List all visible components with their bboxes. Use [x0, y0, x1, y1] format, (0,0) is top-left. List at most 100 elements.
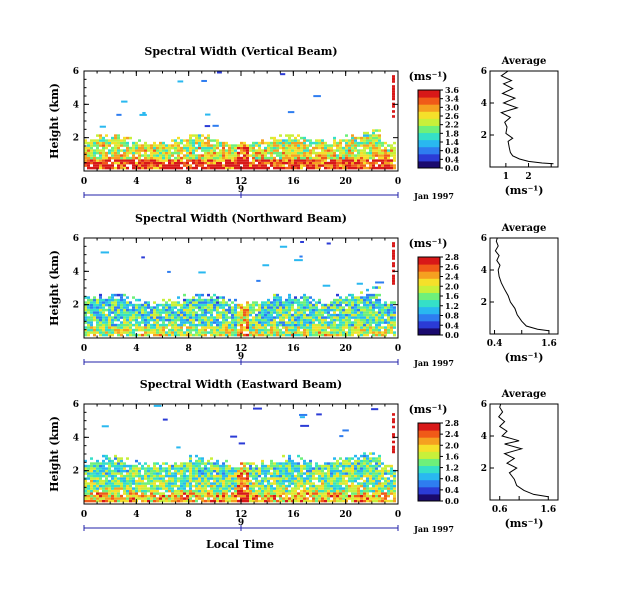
y-axis-label: Height (km) — [48, 250, 61, 326]
heatmap-cell — [369, 296, 372, 299]
heatmap-cell — [111, 459, 114, 463]
heatmap-cell — [363, 166, 366, 170]
heatmap-cell — [117, 159, 120, 162]
heatmap-cell — [162, 303, 165, 307]
heatmap-cell — [378, 146, 381, 150]
heatmap-cell — [246, 494, 249, 498]
heatmap-cell — [120, 144, 123, 147]
colorbar-segment — [418, 458, 440, 467]
heatmap-cell — [282, 303, 285, 307]
heatmap-cell — [195, 499, 198, 503]
heatmap-cell — [222, 482, 225, 485]
heatmap-cell — [195, 328, 198, 332]
heatmap-cell — [375, 328, 378, 332]
heatmap-cell — [336, 472, 339, 475]
heatmap-cell — [234, 492, 237, 495]
heatmap-cell — [207, 459, 210, 463]
heatmap-cell — [150, 323, 153, 327]
heatmap-cell — [225, 494, 228, 498]
heatmap-cell — [306, 474, 309, 478]
heatmap-cell — [354, 154, 357, 157]
heatmap-cell — [126, 136, 129, 140]
heatmap-cell — [270, 472, 273, 475]
heatmap-cell — [339, 316, 342, 319]
heatmap-cell — [99, 293, 102, 297]
heatmap-cell — [285, 331, 288, 334]
heatmap-cell — [96, 464, 99, 468]
heatmap-cell — [330, 161, 333, 165]
heatmap-cell — [294, 146, 297, 150]
heatmap-cell — [141, 159, 144, 162]
heatmap-cell — [165, 323, 168, 327]
heatmap-cell — [267, 161, 270, 165]
heatmap-cell — [285, 146, 288, 150]
heatmap-cell — [393, 164, 396, 167]
heatmap-cell — [144, 331, 147, 334]
heatmap-cell — [264, 331, 267, 334]
heatmap-cell — [204, 499, 207, 503]
heatmap-cell — [174, 303, 177, 307]
heatmap-cell — [228, 499, 231, 503]
heatmap-cell — [375, 459, 378, 463]
heatmap-cell — [363, 484, 366, 488]
heatmap-cell — [228, 306, 231, 309]
heatmap-cell — [116, 113, 122, 116]
heatmap-cell — [315, 492, 318, 495]
heatmap-cell — [267, 311, 270, 314]
heatmap-cell — [318, 328, 321, 332]
heatmap-cell — [147, 318, 150, 322]
heatmap-cell — [390, 499, 393, 503]
heatmap-cell — [315, 313, 318, 317]
heatmap-cell — [300, 464, 303, 468]
heatmap-cell — [315, 164, 318, 167]
heatmap-cell — [168, 164, 171, 167]
heatmap-cell — [345, 462, 348, 465]
heatmap-cell — [96, 487, 99, 490]
heatmap-cell — [318, 484, 321, 488]
heatmap-cell — [393, 316, 396, 319]
heatmap-cell — [204, 159, 207, 162]
heatmap-cell — [123, 298, 126, 302]
heatmap-cell — [141, 166, 144, 170]
heatmap-cell — [354, 166, 357, 170]
heatmap-cell — [294, 164, 297, 167]
heatmap-cell — [138, 477, 141, 480]
heatmap-cell — [240, 306, 243, 309]
heatmap-cell — [168, 482, 171, 485]
heatmap-cell — [246, 469, 249, 473]
heatmap-cell — [261, 484, 264, 488]
heatmap-cell — [207, 311, 210, 314]
heatmap-cell — [126, 489, 129, 493]
heatmap-cell — [378, 154, 381, 157]
heatmap-cell — [174, 467, 177, 470]
heatmap-cell — [204, 308, 207, 312]
heatmap-cell — [291, 464, 294, 468]
heatmap-cell — [348, 156, 351, 160]
heatmap-cell — [321, 139, 324, 142]
heatmap-cell — [231, 328, 234, 332]
heatmap-cell — [147, 474, 150, 478]
average-y-tick-label: 2 — [481, 131, 487, 141]
heatmap-cell — [264, 149, 267, 152]
heatmap-cell — [345, 313, 348, 317]
heatmap-cell — [201, 306, 204, 309]
heatmap-cell — [144, 301, 147, 304]
heatmap-cell — [303, 161, 306, 165]
heatmap-cell — [144, 156, 147, 160]
heatmap-cell — [348, 494, 351, 498]
heatmap-cell — [123, 301, 126, 304]
heatmap-cell — [171, 146, 174, 150]
heatmap-cell — [135, 303, 138, 307]
heatmap-cell — [345, 134, 348, 137]
heatmap-cell — [144, 484, 147, 488]
heatmap-cell — [300, 489, 303, 493]
heatmap-cell — [309, 161, 312, 165]
heatmap-cell — [303, 489, 306, 493]
heatmap-cell — [276, 144, 279, 147]
heatmap-cell — [378, 308, 381, 312]
heatmap-cell — [123, 499, 126, 503]
heatmap-cell — [183, 469, 186, 473]
heatmap-cell — [90, 308, 93, 312]
heatmap-cell — [156, 151, 159, 155]
heatmap-cell — [111, 494, 114, 498]
